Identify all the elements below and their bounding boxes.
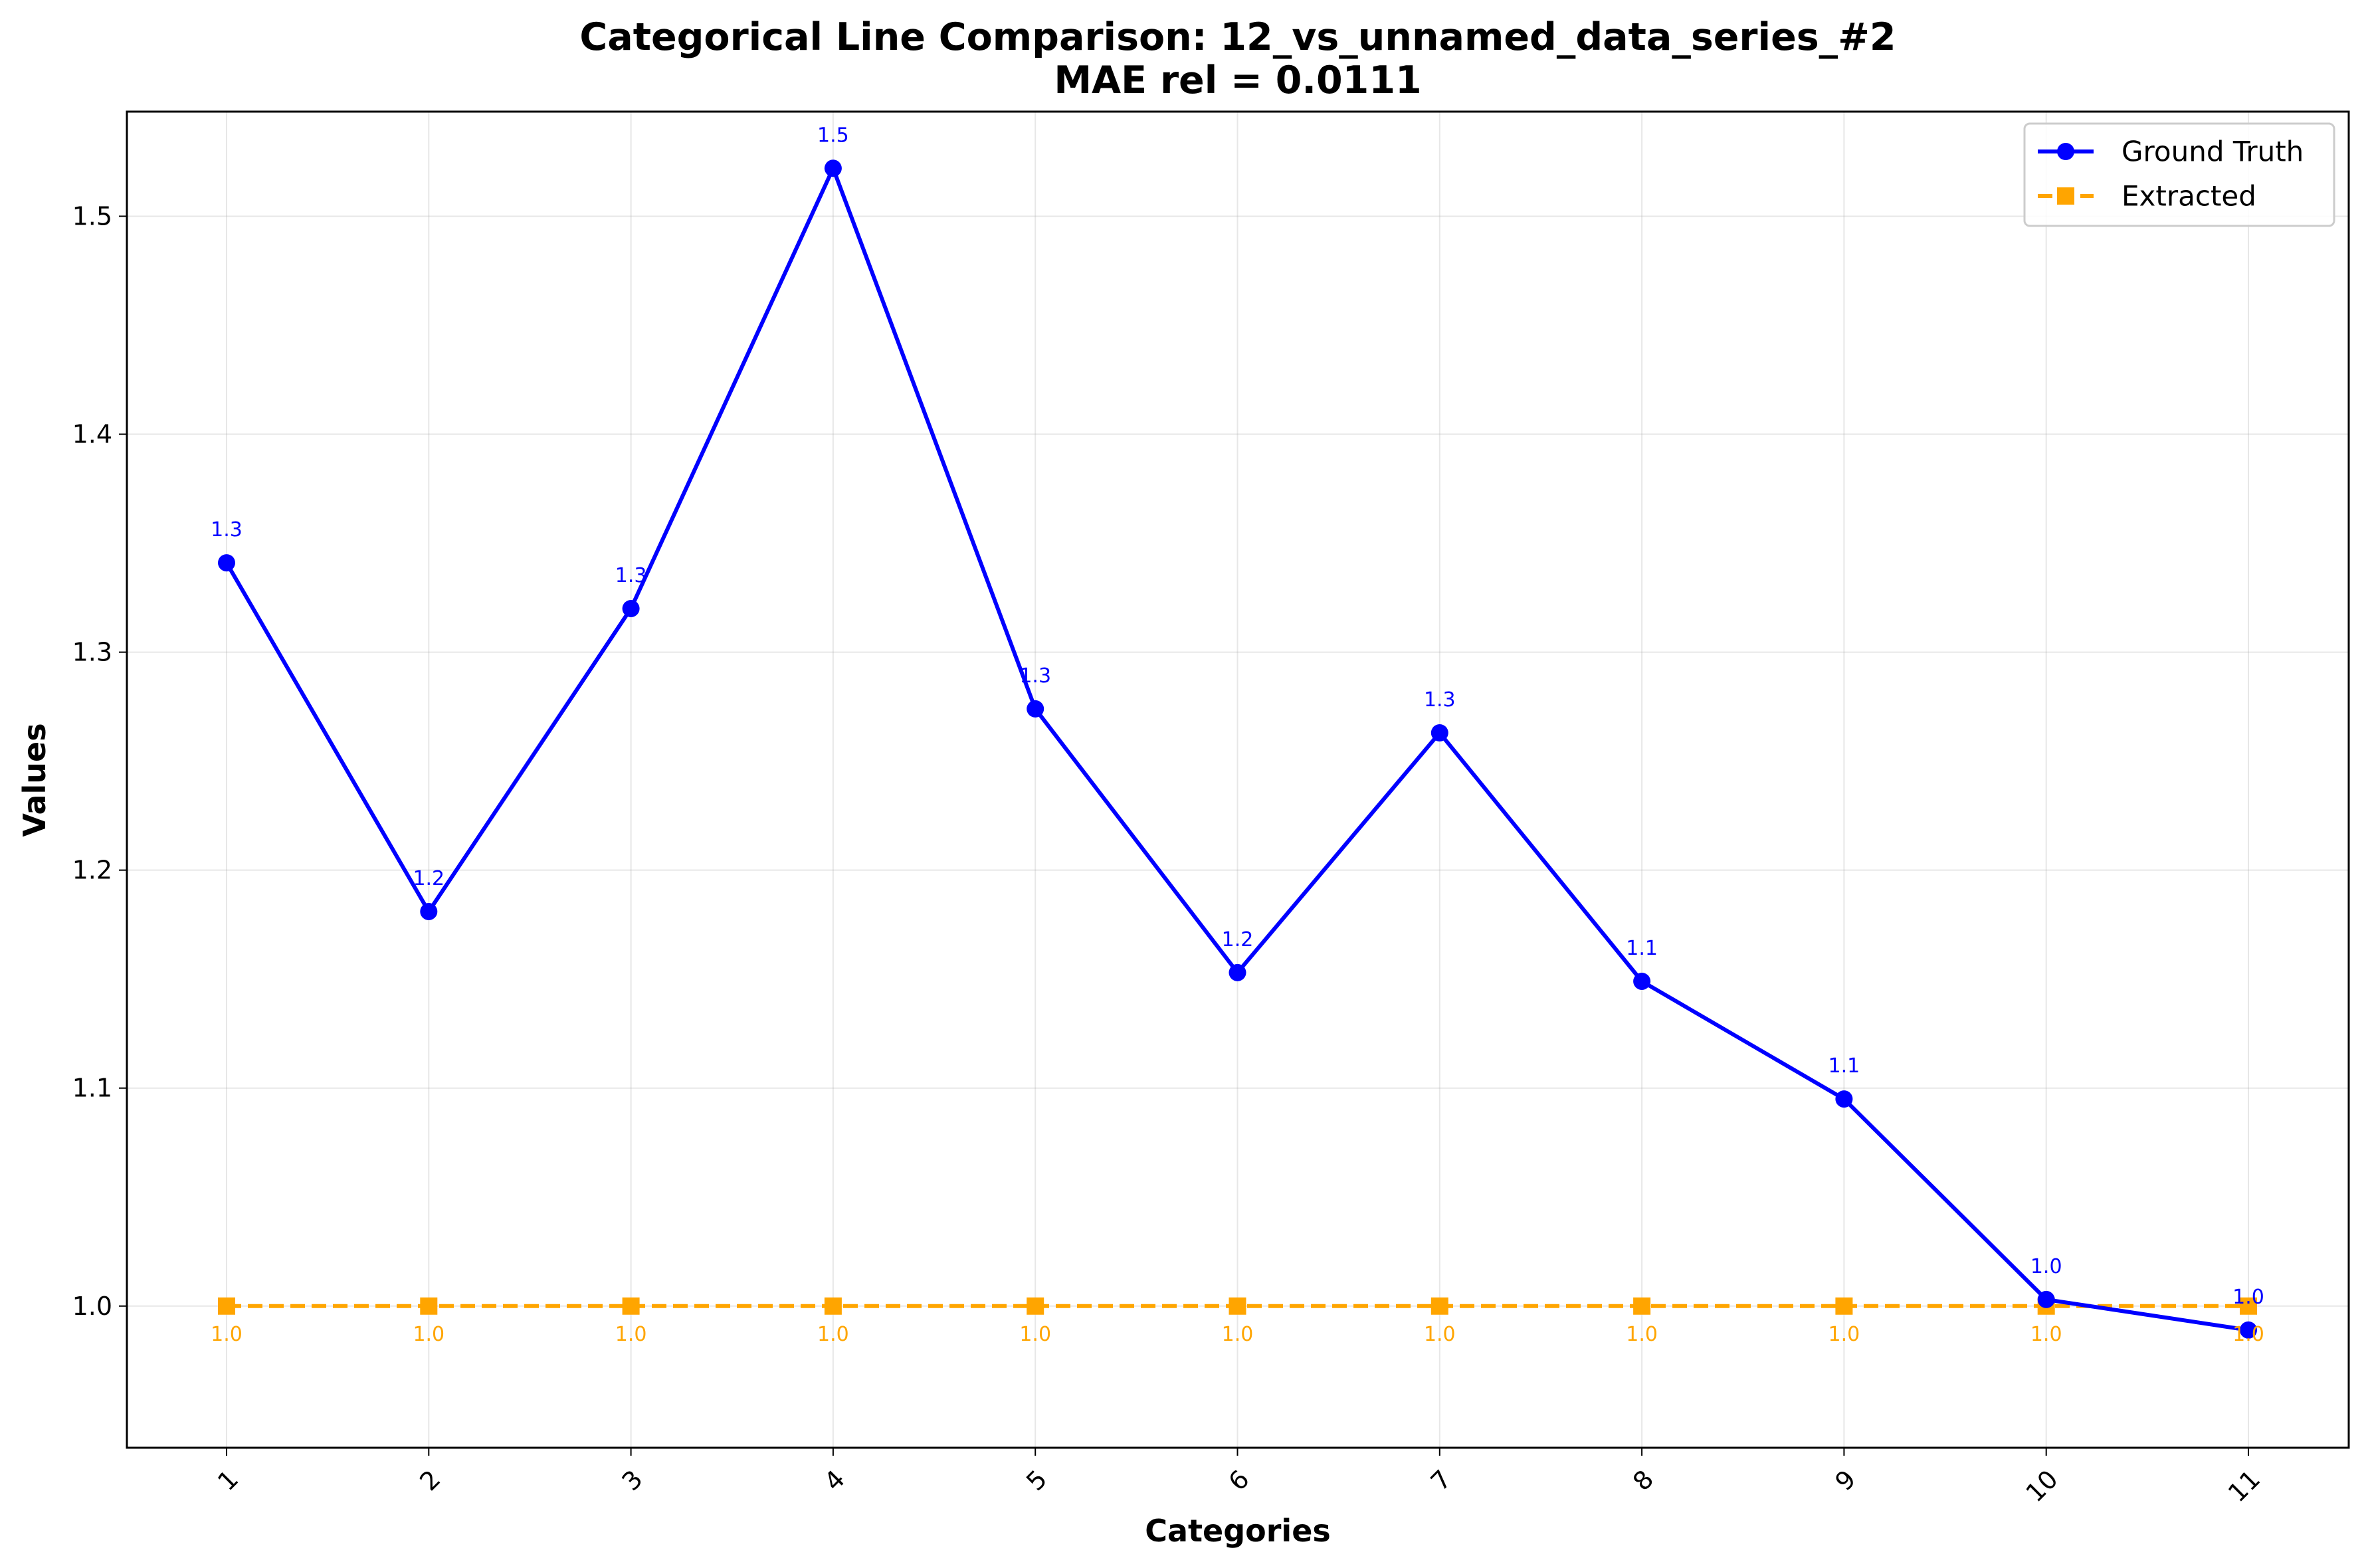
ground-truth-data-label: 1.2 (1222, 928, 1254, 951)
plot-area (218, 159, 2257, 1339)
y-tick-label: 1.1 (72, 1074, 112, 1103)
ground-truth-point (1229, 963, 1246, 981)
extracted-point (1027, 1297, 1044, 1315)
extracted-data-label: 1.0 (2030, 1323, 2062, 1346)
chart-title: Categorical Line Comparison: 12_vs_unnam… (579, 15, 1896, 59)
ground-truth-data-label: 1.0 (2030, 1255, 2062, 1278)
legend-swatch-square-marker (2057, 187, 2074, 205)
ground-truth-point (2037, 1290, 2055, 1308)
x-axis-label: Categories (1145, 1513, 1331, 1549)
ground-truth-data-label: 1.3 (211, 518, 243, 541)
extracted-data-label: 1.0 (1626, 1323, 1658, 1346)
y-axis-label: Values (17, 723, 52, 836)
ground-truth-point (420, 902, 438, 920)
data-labels: 1.3 1.2 1.3 1.5 1.3 1.2 1.3 1.1 1.1 1.0 1.0 1.0 1.0 1… (211, 124, 2264, 1345)
extracted-point (218, 1297, 235, 1315)
extracted-data-label: 1.0 (413, 1323, 444, 1346)
extracted-point (420, 1297, 438, 1315)
extracted-data-label: 1.0 (1019, 1323, 1051, 1346)
ground-truth-data-label: 1.3 (615, 564, 647, 587)
legend-label: Extracted (2121, 180, 2256, 213)
ground-truth-data-label: 1.0 (2232, 1286, 2264, 1309)
y-tick-label: 1.4 (72, 420, 112, 449)
ground-truth-data-label: 1.3 (1019, 664, 1051, 688)
ground-truth-data-label: 1.1 (1828, 1054, 1860, 1078)
ground-truth-data-label: 1.1 (1626, 937, 1658, 960)
extracted-data-label: 1.0 (2232, 1323, 2264, 1346)
ground-truth-data-label: 1.3 (1424, 688, 1456, 712)
extracted-data-label: 1.0 (211, 1323, 243, 1346)
ground-truth-point (218, 554, 235, 572)
extracted-data-label: 1.0 (1424, 1323, 1456, 1346)
y-tick-label: 1.0 (72, 1292, 112, 1321)
extracted-data-label: 1.0 (615, 1323, 647, 1346)
ground-truth-point (1027, 700, 1044, 718)
legend-label: Ground Truth (2121, 136, 2304, 168)
ground-truth-point (2240, 1321, 2257, 1339)
ground-truth-data-label: 1.2 (413, 867, 444, 890)
extracted-point (1633, 1297, 1651, 1315)
y-tick-label: 1.2 (72, 856, 112, 885)
legend: Ground Truth Extracted (2023, 122, 2335, 227)
ground-truth-point (1835, 1090, 1853, 1108)
legend-swatch-circle-marker (2057, 143, 2074, 160)
extracted-point (1431, 1297, 1448, 1315)
extracted-point (1835, 1297, 1853, 1315)
ground-truth-data-label: 1.5 (817, 124, 849, 147)
y-tick-label: 1.5 (72, 201, 112, 231)
extracted-data-label: 1.0 (1222, 1323, 1254, 1346)
extracted-data-label: 1.0 (1828, 1323, 1860, 1346)
y-tick-label: 1.3 (72, 638, 112, 667)
y-axis: 1.0 1.1 1.2 1.3 1.4 1.5 (72, 201, 127, 1321)
ground-truth-point (622, 599, 640, 617)
extracted-point (622, 1297, 640, 1315)
extracted-point (824, 1297, 842, 1315)
extracted-point (1229, 1297, 1246, 1315)
ground-truth-point (1633, 972, 1651, 990)
chart-subtitle: MAE rel = 0.0111 (1054, 58, 1421, 102)
ground-truth-point (824, 159, 842, 177)
legend-box (2023, 122, 2335, 227)
extracted-data-label: 1.0 (817, 1323, 849, 1346)
ground-truth-point (1431, 724, 1448, 741)
extracted-point (2240, 1297, 2257, 1315)
grid (127, 112, 2349, 1448)
